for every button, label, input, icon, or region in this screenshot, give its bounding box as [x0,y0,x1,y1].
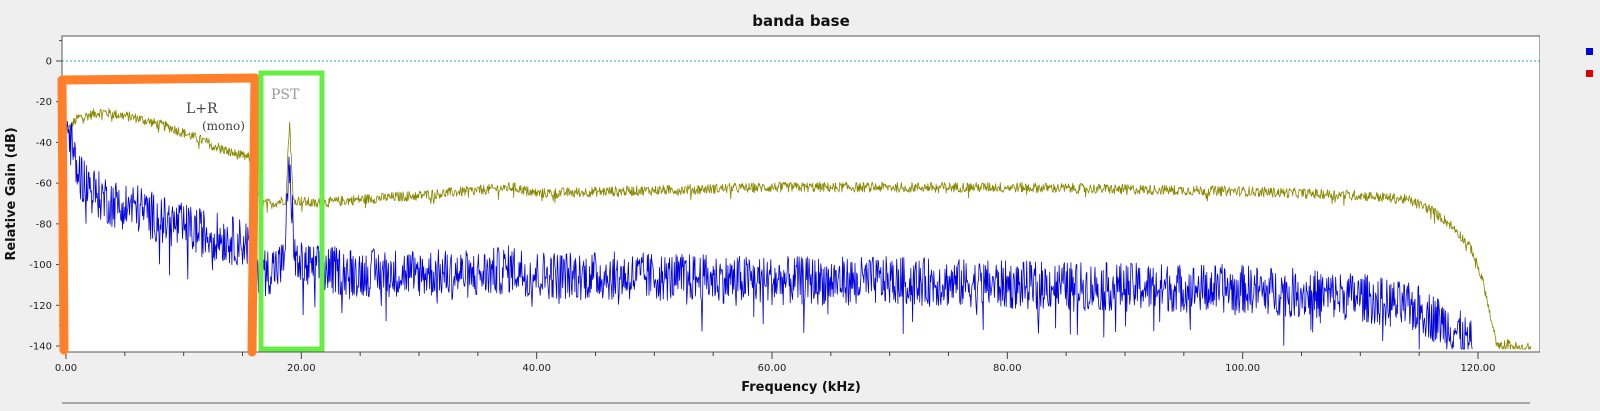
series-layer [65,108,1532,350]
x-tick-label-1: 20.00 [287,363,316,374]
y-tick-label-4: -80 [36,219,52,230]
y-tick-label-2: -40 [36,138,52,149]
y-tick-label-6: -120 [29,301,52,312]
legend-swatch-blue [1586,47,1593,55]
series-line-1 [65,108,1532,350]
y-tick-label-1: -20 [36,97,52,108]
y-tick-label-0: 0 [46,57,52,68]
x-axis-ticks: 0.00 20.00 40.00 60.00 80.00 100.00 120.00 [55,352,1496,374]
series-line-0 [65,120,1473,350]
legend [1586,40,1600,84]
y-axis-ticks: 0 -20 -40 -60 -80 -100 -120 -140 [29,40,62,353]
pilot-band-highlight [258,70,325,352]
annotation-mono: (mono) [202,119,245,133]
x-tick-label-4: 80.00 [993,363,1022,374]
x-tick-label-3: 60.00 [758,363,787,374]
y-tick-label-3: -60 [36,179,52,190]
mono-band-highlight [57,73,260,357]
chart-title: banda base [752,12,850,30]
y-tick-label-5: -100 [29,260,52,271]
spectrum-chart: banda base Frequency (kHz) Relative Gain… [4,12,1540,404]
legend-swatch-red [1586,69,1593,77]
legend-item-1[interactable] [1586,40,1600,62]
annotation-pilot: PST [271,87,300,103]
x-tick-label-5: 100.00 [1225,363,1260,374]
x-tick-label-0: 0.00 [55,363,77,374]
x-tick-label-6: 120.00 [1461,363,1496,374]
x-axis-label: Frequency (kHz) [741,380,861,395]
annotation-l-plus-r: L+R [186,101,218,117]
y-axis-label: Relative Gain (dB) [4,127,19,260]
legend-item-2[interactable] [1586,62,1600,84]
y-tick-label-7: -140 [29,342,52,353]
x-tick-label-2: 40.00 [522,363,551,374]
